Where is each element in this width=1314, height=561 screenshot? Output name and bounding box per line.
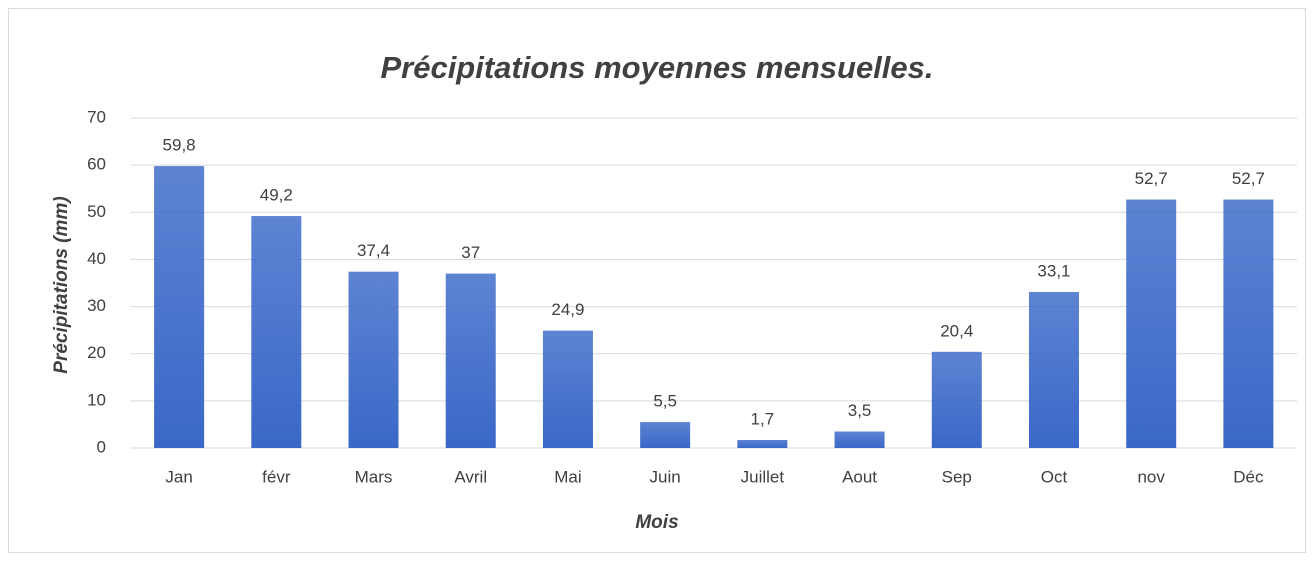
bar: [154, 166, 205, 449]
data-label: 20,4: [940, 321, 973, 340]
x-tick-label: Sep: [942, 467, 972, 486]
bar: [445, 273, 496, 448]
data-label: 49,2: [260, 186, 293, 205]
bar: [1223, 199, 1274, 448]
data-label: 24,9: [551, 300, 584, 319]
data-label: 1,7: [751, 409, 775, 428]
bar: [1126, 199, 1177, 448]
x-tick-label: Mars: [355, 467, 393, 486]
y-tick-label: 20: [87, 343, 106, 362]
y-tick-label: 70: [87, 107, 106, 126]
chart-title: Précipitations moyennes mensuelles.: [380, 50, 933, 85]
data-label: 59,8: [163, 136, 196, 155]
bar: [251, 216, 302, 448]
x-tick-label: Jan: [165, 467, 192, 486]
x-tick-label: févr: [262, 467, 291, 486]
data-label: 52,7: [1232, 169, 1265, 188]
y-tick-label: 40: [87, 249, 106, 268]
y-tick-label: 0: [97, 437, 106, 456]
data-label: 33,1: [1037, 261, 1070, 280]
bar: [640, 422, 691, 448]
bar: [1028, 291, 1079, 448]
x-tick-label: nov: [1137, 467, 1165, 486]
x-tick-label: Avril: [454, 467, 487, 486]
bar: [348, 271, 399, 448]
y-tick-label: 30: [87, 296, 106, 315]
x-tick-label: Déc: [1233, 467, 1264, 486]
x-tick-label: Mai: [554, 467, 581, 486]
x-tick-label: Oct: [1041, 467, 1068, 486]
y-axis-title: Précipitations (mm): [51, 196, 72, 373]
x-tick-label: Juillet: [741, 467, 785, 486]
x-tick-label: Juin: [650, 467, 681, 486]
x-axis-title: Mois: [635, 512, 678, 533]
chart-frame: [8, 8, 1306, 553]
bar: [834, 431, 885, 448]
data-label: 5,5: [653, 392, 677, 411]
y-tick-label: 10: [87, 390, 106, 409]
data-label: 52,7: [1135, 169, 1168, 188]
data-label: 3,5: [848, 401, 872, 420]
bar: [542, 330, 593, 448]
x-tick-label: Aout: [842, 467, 877, 486]
data-label: 37,4: [357, 241, 390, 260]
bar: [737, 439, 788, 448]
y-tick-label: 60: [87, 155, 106, 174]
bar: [931, 351, 982, 448]
y-tick-label: 50: [87, 202, 106, 221]
data-label: 37: [461, 243, 480, 262]
